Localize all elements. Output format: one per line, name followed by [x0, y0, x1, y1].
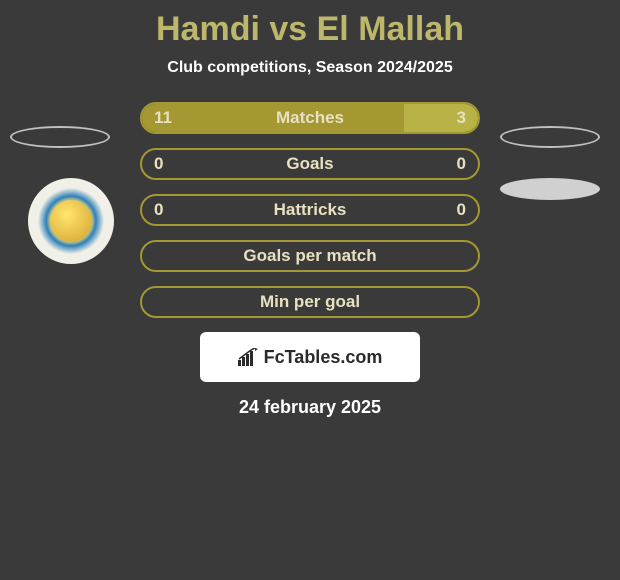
left-club-badge	[28, 178, 114, 264]
stat-value-left: 0	[154, 154, 163, 174]
stat-label: Matches	[276, 108, 344, 128]
stat-label: Goals	[286, 154, 333, 174]
brand-logo: FcTables.com	[238, 347, 383, 368]
stats-container: 11 Matches 3 0 Goals 0 0 Hattricks 0 Goa…	[140, 102, 480, 318]
stat-label: Hattricks	[274, 200, 347, 220]
stat-value-right: 0	[457, 154, 466, 174]
stat-row-goals-per-match: Goals per match	[140, 240, 480, 272]
stat-right-fill	[404, 104, 478, 132]
brand-box[interactable]: FcTables.com	[200, 332, 420, 382]
date-text: 24 february 2025	[0, 397, 620, 418]
stat-row-goals: 0 Goals 0	[140, 148, 480, 180]
stat-left-fill	[142, 104, 404, 132]
stat-label: Goals per match	[243, 246, 376, 266]
brand-text: FcTables.com	[264, 347, 383, 368]
stat-row-matches: 11 Matches 3	[140, 102, 480, 134]
badge-inner-icon	[50, 200, 92, 242]
right-club-placeholder	[500, 178, 600, 200]
stat-value-left: 0	[154, 200, 163, 220]
comparison-title: Hamdi vs El Mallah	[0, 0, 620, 59]
comparison-subtitle: Club competitions, Season 2024/2025	[0, 59, 620, 77]
chart-icon	[238, 348, 260, 366]
stat-row-min-per-goal: Min per goal	[140, 286, 480, 318]
left-player-silhouette	[10, 126, 110, 148]
right-player-silhouette	[500, 126, 600, 148]
stat-value-right: 3	[457, 108, 466, 128]
stat-label: Min per goal	[260, 292, 360, 312]
stat-value-left: 11	[154, 108, 172, 128]
stat-value-right: 0	[457, 200, 466, 220]
stat-row-hattricks: 0 Hattricks 0	[140, 194, 480, 226]
